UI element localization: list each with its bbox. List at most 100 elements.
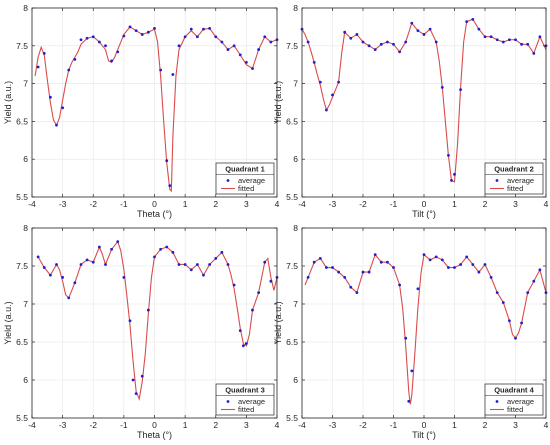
average-point — [134, 392, 138, 396]
average-point — [153, 255, 156, 259]
average-point — [514, 336, 517, 340]
y-tick-label: 8 — [293, 223, 298, 233]
x-tick-label: 2 — [213, 199, 218, 209]
average-point — [61, 276, 65, 279]
average-point — [501, 40, 505, 44]
average-point — [208, 27, 212, 30]
y-tick-label: 5.5 — [286, 413, 298, 423]
average-point — [392, 42, 395, 46]
x-axis-label: Theta (°) — [137, 430, 172, 440]
average-point — [241, 344, 245, 348]
x-tick-label: 2 — [213, 420, 218, 430]
average-point — [146, 308, 150, 312]
x-tick-label: 4 — [275, 199, 280, 209]
x-tick-label: -3 — [329, 199, 337, 209]
average-point — [538, 35, 542, 39]
y-tick-label: 6 — [23, 375, 28, 385]
average-point — [367, 270, 371, 274]
average-point — [110, 247, 114, 251]
y-tick-label: 5.5 — [286, 192, 298, 202]
average-point — [447, 266, 450, 269]
average-point — [361, 270, 365, 274]
legend-average-label: average — [238, 176, 265, 185]
y-tick-label: 5.5 — [16, 192, 28, 202]
x-tick-label: -4 — [298, 420, 306, 430]
x-tick-label: -4 — [28, 420, 36, 430]
y-tick-label: 7.5 — [16, 41, 28, 51]
x-tick-label: 0 — [422, 420, 427, 430]
average-point — [520, 42, 523, 46]
average-point — [306, 40, 310, 44]
average-point — [416, 29, 420, 33]
average-point — [171, 73, 175, 76]
chart-panel-3: -4 -3 -2 -1 0 1 2 3 4 5.5 6 6.5 7 7.5 8 Theta (°) Yield … — [3, 223, 280, 440]
average-point — [453, 266, 456, 269]
average-point — [226, 48, 230, 51]
average-point — [110, 59, 114, 63]
legend-fitted-label: fitted — [507, 184, 523, 193]
average-point — [514, 38, 517, 42]
y-tick-label: 7 — [23, 79, 28, 89]
average-point — [251, 308, 254, 312]
average-point — [343, 276, 347, 279]
x-tick-label: 4 — [544, 420, 549, 430]
legend-average-marker — [226, 400, 230, 403]
average-point — [140, 33, 144, 36]
y-tick-label: 6 — [23, 154, 28, 164]
legend-average-label: average — [507, 176, 534, 185]
average-point — [131, 378, 135, 382]
average-point — [471, 17, 475, 21]
average-point — [257, 48, 261, 51]
average-point — [471, 263, 475, 266]
x-tick-label: 0 — [422, 199, 427, 209]
average-point — [379, 42, 383, 46]
average-point — [263, 35, 267, 39]
x-tick-label: -4 — [28, 199, 36, 209]
average-point — [116, 240, 120, 244]
average-point — [42, 51, 46, 55]
average-point — [91, 35, 95, 39]
y-tick-label: 7 — [293, 79, 298, 89]
y-tick-label: 8 — [23, 223, 28, 233]
average-point — [171, 250, 175, 254]
legend-fitted-label: fitted — [238, 184, 254, 193]
average-point — [361, 40, 365, 44]
legend-title: Quadrant 4 — [494, 386, 534, 395]
x-tick-label: -4 — [298, 199, 306, 209]
average-point — [122, 34, 126, 38]
average-point — [404, 40, 408, 44]
average-point — [177, 263, 181, 266]
average-point — [67, 68, 71, 72]
y-tick-label: 6.5 — [286, 337, 298, 347]
average-point — [165, 245, 169, 249]
average-point — [489, 35, 493, 39]
y-tick-label: 6.5 — [16, 337, 28, 347]
average-point — [325, 266, 328, 269]
average-point — [214, 257, 218, 260]
x-tick-label: 1 — [452, 199, 457, 209]
legend-title: Quadrant 3 — [225, 386, 265, 395]
average-point — [55, 123, 58, 127]
average-point — [73, 58, 77, 61]
average-point — [238, 53, 242, 57]
chart-panel-4: -4 -3 -2 -1 0 1 2 3 4 5.5 6 6.5 7 7.5 8 Tilt (°) Yield (… — [273, 223, 549, 440]
average-point — [257, 291, 261, 294]
average-point — [244, 61, 248, 64]
average-point — [312, 260, 316, 264]
x-tick-label: 1 — [183, 420, 188, 430]
average-point — [208, 263, 212, 266]
average-point — [48, 95, 52, 99]
average-point — [318, 257, 322, 260]
average-point — [349, 285, 353, 289]
legend-average-marker — [495, 179, 499, 182]
average-point — [410, 369, 414, 373]
x-tick-label: -1 — [390, 199, 398, 209]
average-point — [79, 263, 83, 266]
y-tick-label: 7.5 — [286, 261, 298, 271]
average-point — [67, 296, 71, 300]
average-point — [447, 154, 450, 157]
average-point — [269, 40, 273, 44]
x-tick-label: -2 — [89, 199, 97, 209]
